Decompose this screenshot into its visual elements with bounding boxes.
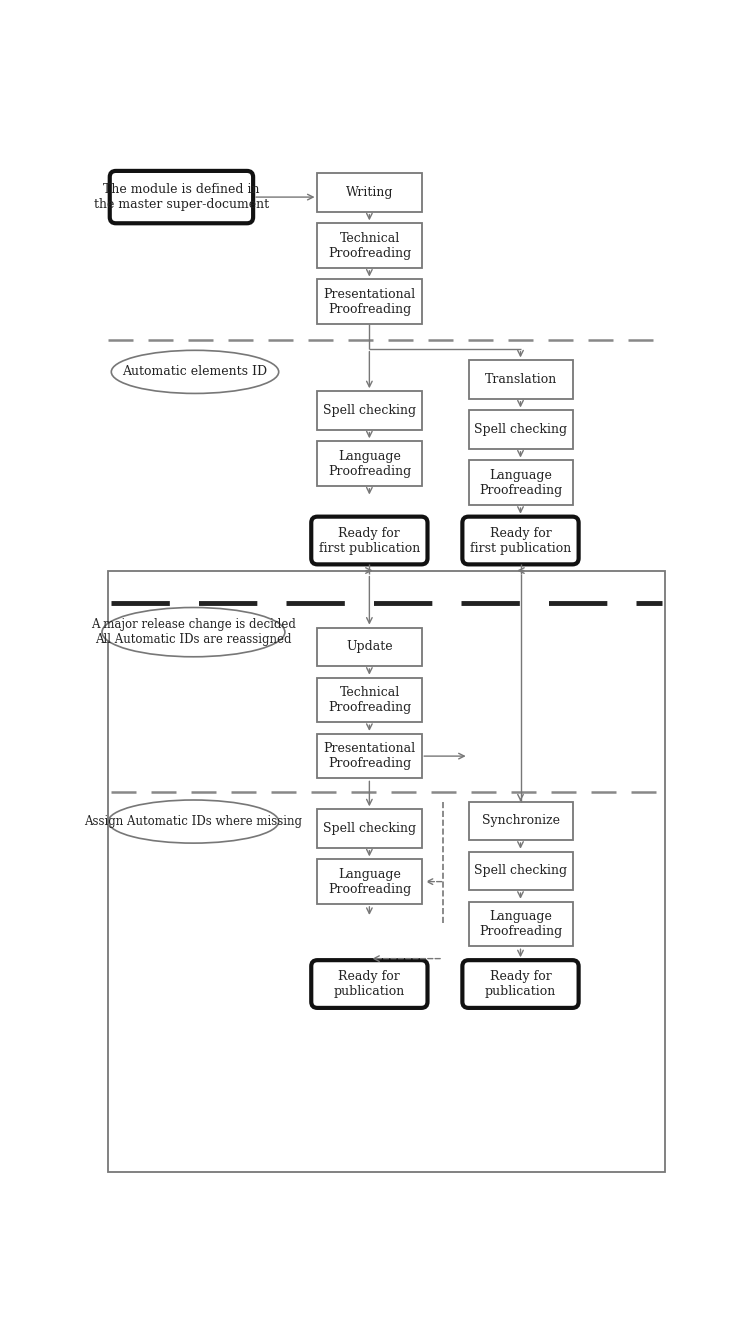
Text: Spell checking: Spell checking [474, 865, 568, 878]
Ellipse shape [102, 607, 285, 657]
Text: Spell checking: Spell checking [474, 424, 568, 436]
Text: Automatic elements ID: Automatic elements ID [122, 365, 268, 378]
Text: Assign Automatic IDs where missing: Assign Automatic IDs where missing [84, 815, 302, 829]
Text: Writing: Writing [346, 186, 394, 199]
Text: Spell checking: Spell checking [323, 404, 416, 417]
Text: Language
Proofreading: Language Proofreading [480, 469, 562, 497]
FancyBboxPatch shape [462, 960, 578, 1008]
Ellipse shape [112, 351, 279, 393]
Bar [468, 461, 573, 505]
Text: Translation: Translation [485, 373, 557, 386]
Text: Synchronize: Synchronize [482, 814, 560, 827]
Text: Presentational
Proofreading: Presentational Proofreading [323, 288, 415, 316]
Bar [317, 859, 422, 904]
Bar [317, 173, 422, 211]
Bar [109, 571, 664, 1171]
Text: Ready for
first publication: Ready for first publication [319, 526, 420, 555]
Text: The module is defined in
the master super-document: The module is defined in the master supe… [94, 183, 269, 211]
Bar [317, 734, 422, 778]
Bar [317, 392, 422, 430]
Bar [468, 410, 573, 449]
Bar [317, 809, 422, 847]
Bar [317, 279, 422, 324]
Text: Language
Proofreading: Language Proofreading [328, 867, 412, 895]
Text: Technical
Proofreading: Technical Proofreading [328, 231, 412, 259]
Text: Technical
Proofreading: Technical Proofreading [328, 685, 412, 714]
Bar [468, 902, 573, 947]
Bar [317, 223, 422, 268]
Bar [468, 802, 573, 841]
Bar [468, 851, 573, 890]
Text: Presentational
Proofreading: Presentational Proofreading [323, 742, 415, 770]
Bar [468, 360, 573, 398]
Text: Spell checking: Spell checking [323, 822, 416, 835]
Text: Ready for
publication: Ready for publication [334, 969, 405, 999]
Text: Ready for
first publication: Ready for first publication [470, 526, 571, 555]
Ellipse shape [109, 799, 279, 843]
Text: Ready for
publication: Ready for publication [485, 969, 556, 999]
FancyBboxPatch shape [110, 171, 253, 223]
FancyBboxPatch shape [462, 517, 578, 564]
Text: Language
Proofreading: Language Proofreading [328, 449, 412, 478]
Text: Update: Update [346, 640, 393, 653]
Bar [317, 677, 422, 722]
Text: A major release change is decided
All Automatic IDs are reassigned: A major release change is decided All Au… [91, 618, 296, 647]
FancyBboxPatch shape [311, 517, 428, 564]
Bar [317, 628, 422, 667]
FancyBboxPatch shape [311, 960, 428, 1008]
Text: Language
Proofreading: Language Proofreading [480, 910, 562, 938]
Bar [317, 441, 422, 486]
